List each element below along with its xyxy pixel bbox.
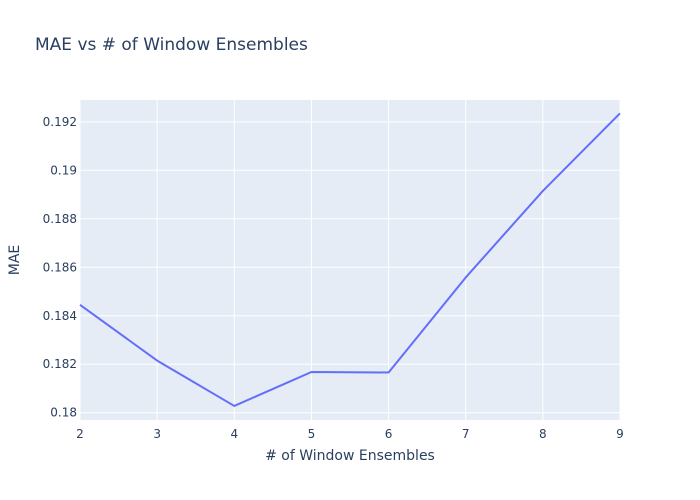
y-tick-label: 0.18 [50, 406, 77, 420]
y-tick-label: 0.188 [43, 212, 77, 226]
chart-title: MAE vs # of Window Ensembles [35, 35, 308, 55]
plot-area [80, 100, 620, 420]
x-tick-label: 5 [308, 427, 316, 441]
y-tick-label: 0.184 [43, 309, 77, 323]
x-tick-label: 2 [76, 427, 84, 441]
y-axis-ticks: 0.18 0.182 0.184 0.186 0.188 0.19 0.192 [43, 115, 77, 420]
x-axis-title: # of Window Ensembles [265, 448, 435, 464]
x-tick-label: 3 [153, 427, 161, 441]
series-layer [79, 112, 621, 407]
grid-lines [79, 100, 621, 420]
y-tick-label: 0.19 [50, 163, 77, 177]
y-tick-label: 0.186 [43, 260, 77, 274]
x-tick-label: 6 [385, 427, 393, 441]
x-axis-ticks: 2 3 4 5 6 7 8 9 [76, 427, 624, 441]
series-line [79, 112, 621, 407]
y-tick-label: 0.192 [43, 115, 77, 129]
x-tick-label: 9 [616, 427, 624, 441]
x-tick-label: 4 [230, 427, 238, 441]
y-tick-label: 0.182 [43, 357, 77, 371]
x-tick-label: 7 [462, 427, 470, 441]
x-tick-label: 8 [539, 427, 547, 441]
y-axis-title: MAE [7, 245, 23, 276]
